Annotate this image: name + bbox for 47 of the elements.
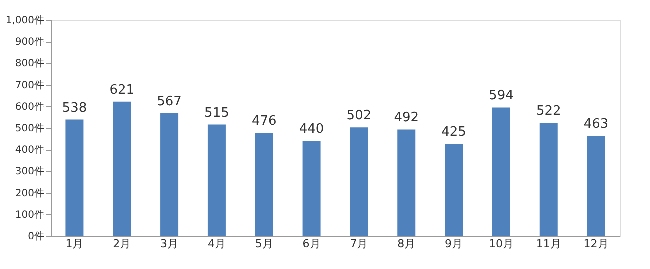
x-tick-label: 7月 [350,238,368,250]
data-label: 594 [489,88,514,104]
data-label: 522 [536,104,562,120]
bar [208,124,226,236]
x-tick-label: 12月 [584,238,609,250]
bar [398,130,416,236]
data-label: 476 [252,114,277,130]
data-label: 425 [442,125,466,140]
y-tick-label: 200件 [15,188,44,200]
y-tick-label: 400件 [15,145,44,156]
y-tick-label: 900件 [15,37,44,48]
data-label: 440 [299,122,324,137]
data-label: 621 [110,82,135,98]
y-tick-label: 800件 [15,58,44,70]
data-label: 502 [346,108,372,124]
x-tick-label: 6月 [302,238,321,250]
bar [587,136,606,236]
data-label: 515 [204,106,230,121]
data-label: 567 [157,94,182,110]
y-tick-label: 700件 [15,80,44,92]
x-tick-label: 2月 [113,238,132,250]
x-tick-label: 1月 [66,238,84,250]
y-tick-label: 600件 [15,102,44,113]
x-tick-label: 4月 [208,238,226,250]
y-tick-label: 1,000件 [6,16,44,26]
x-tick-label: 11月 [536,238,562,250]
y-tick-label: 500件 [15,124,44,134]
x-tick-label: 5月 [255,238,274,250]
x-tick-label: 8月 [398,238,416,250]
bar [445,144,464,236]
bar [350,128,368,236]
bar [492,108,510,236]
data-label: 463 [584,116,609,132]
bar [302,140,321,236]
y-tick-label: 300件 [15,166,44,178]
bar [66,120,84,236]
y-tick-label: 0件 [28,232,44,242]
y-tick-label: 100件 [15,210,44,221]
bar [255,133,274,236]
data-label: 538 [62,100,88,116]
bar [113,102,132,236]
x-tick-label: 10月 [488,238,514,250]
data-label: 492 [394,110,420,126]
bar [160,114,179,236]
x-tick-label: 9月 [445,238,464,250]
bar [540,123,558,236]
x-tick-label: 3月 [160,238,179,250]
